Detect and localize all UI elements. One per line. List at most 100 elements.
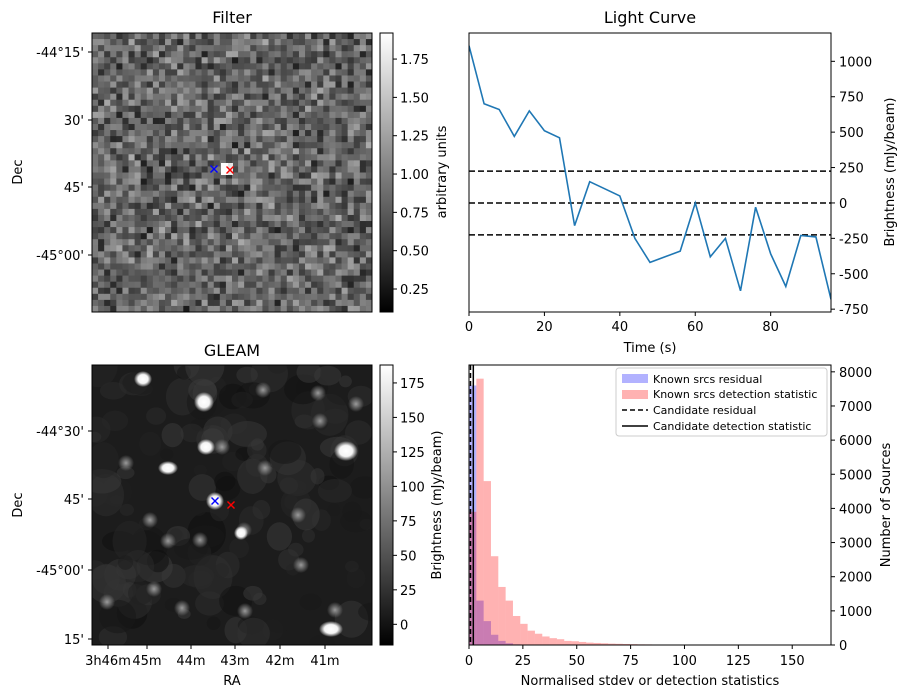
lightcurve-y-tick-label: 0 <box>839 197 847 212</box>
gleam-x-tick-label: 3h46m <box>85 654 131 669</box>
histogram-y-tick-label: 1000 <box>839 605 872 620</box>
histogram-bar-1 <box>542 636 550 645</box>
lightcurve-y-tick-label: -750 <box>839 303 869 318</box>
gleam-colorbar-tick-label: 25 <box>400 584 417 599</box>
gleam-y-tick-label: -44°30' <box>36 425 84 440</box>
gleam-marker-blue <box>211 497 219 505</box>
histogram-y-tick-label: 8000 <box>839 366 872 381</box>
gleam-x-axis: 3h46m 45m 44m 43m 42m 41m <box>85 645 340 669</box>
histogram-bar-1 <box>593 642 601 645</box>
lightcurve-ylabel: Brightness (mJy/beam) <box>883 98 898 247</box>
lightcurve-x-tick-label: 20 <box>536 320 553 335</box>
histogram-x-tick-label: 50 <box>568 654 585 669</box>
histogram-bar-1 <box>483 481 491 645</box>
lightcurve-y-tick-label: 1000 <box>839 55 872 70</box>
filter-title: Filter <box>212 8 252 27</box>
filter-y-axis: -44°15' 30' 45' -45°00' <box>36 46 92 264</box>
filter-frame <box>91 32 373 313</box>
histogram-legend: Known srcs residual Known srcs detection… <box>615 367 828 437</box>
lightcurve-xlabel: Time (s) <box>623 341 677 356</box>
lightcurve-y-tick-label: 500 <box>839 126 864 141</box>
histogram-bar-0 <box>490 634 499 645</box>
histogram-bar-1 <box>505 600 513 645</box>
filter-colorbar-tick-label: 0.50 <box>400 245 429 260</box>
histogram-y-tick-label: 6000 <box>839 434 872 449</box>
gleam-y-tick-label: -45°00' <box>36 564 84 579</box>
gleam-colorbar-tick-label: 0 <box>400 618 408 633</box>
lightcurve-x-tick-label: 60 <box>687 320 704 335</box>
filter-markers <box>210 165 234 174</box>
lightcurve-x-tick-label: 80 <box>762 320 779 335</box>
filter-colorbar-tick-label: 1.50 <box>400 91 429 106</box>
gleam-y-tick-label: 15' <box>64 633 84 648</box>
gleam-panel: GLEAM -44°30' 45' -45°00' 15' 3h46m 45m 44m 43… <box>11 341 445 689</box>
filter-colorbar-tick-label: 1.75 <box>400 53 429 68</box>
histogram-x-tick-label: 150 <box>780 654 805 669</box>
histogram-x-axis: 0 25 50 75 100 125 150 <box>465 645 805 669</box>
gleam-colorbar-tick-label: 50 <box>400 549 417 564</box>
gleam-y-tick-label: 45' <box>64 493 84 508</box>
legend-label-candidate-detection: Candidate detection statistic <box>653 420 811 433</box>
gleam-x-tick-label: 43m <box>220 654 249 669</box>
histogram-bar-0 <box>505 643 513 645</box>
legend-label-detection: Known srcs detection statistic <box>653 388 817 401</box>
histogram-x-tick-label: 0 <box>465 654 473 669</box>
histogram-x-tick-label: 75 <box>622 654 639 669</box>
histogram-y-axis: 0 1000 2000 3000 4000 5000 6000 7000 8000 <box>831 366 872 654</box>
gleam-x-tick-label: 44m <box>176 654 205 669</box>
lightcurve-y-tick-label: 250 <box>839 162 864 177</box>
histogram-bar-1 <box>564 640 572 645</box>
lightcurve-y-tick-label: -500 <box>839 268 869 283</box>
histogram-bar-0 <box>476 600 484 645</box>
histogram-panel: 0 25 50 75 100 125 150 0 1000 2000 3000 4000 5000 60… <box>465 364 894 689</box>
lightcurve-x-tick-label: 40 <box>612 320 629 335</box>
legend-swatch-detection <box>622 390 648 399</box>
histogram-y-tick-label: 3000 <box>839 537 872 552</box>
gleam-x-tick-label: 42m <box>265 654 294 669</box>
gleam-x-tick-label: 41m <box>310 654 339 669</box>
histogram-x-tick-label: 25 <box>515 654 532 669</box>
gleam-source <box>194 392 214 412</box>
gleam-colorbar: 0 25 50 75 100 125 150 175 Brightness (mJy/beam… <box>379 364 445 646</box>
filter-colorbar-label: arbitrary units <box>435 125 450 218</box>
histogram-xlabel: Normalised stdev or detection statistics <box>521 674 780 689</box>
gleam-colorbar-tick-label: 75 <box>400 515 417 530</box>
histogram-bar-1 <box>534 633 543 645</box>
gleam-colorbar-label: Brightness (mJy/beam) <box>430 431 445 580</box>
histogram-ylabel: Number of Sources <box>879 443 894 568</box>
gleam-source <box>158 461 178 475</box>
gleam-colorbar-tick-label: 175 <box>400 377 425 392</box>
histogram-x-tick-label: 100 <box>672 654 697 669</box>
gleam-source <box>334 441 358 461</box>
filter-y-tick-label: 45' <box>64 181 84 196</box>
histogram-bar-1 <box>549 638 557 645</box>
histogram-bar-0 <box>498 640 506 645</box>
histogram-y-tick-label: 7000 <box>839 400 872 415</box>
gleam-frame <box>91 364 373 646</box>
filter-colorbar: 0.25 0.50 0.75 1.00 1.25 1.50 1.75 arbitrary u… <box>379 32 450 313</box>
gleam-colorbar-gradient <box>379 364 394 646</box>
histogram-bar-1 <box>490 556 499 645</box>
histogram-bar-1 <box>527 630 535 645</box>
legend-box <box>615 367 828 437</box>
gleam-markers <box>211 497 235 509</box>
histogram-bar-1 <box>578 641 587 645</box>
gleam-y-axis: -44°30' 45' -45°00' 15' <box>36 425 92 648</box>
gleam-colorbar-tick-label: 100 <box>400 480 425 495</box>
histogram-y-tick-label: 4000 <box>839 502 872 517</box>
histogram-y-tick-label: 2000 <box>839 571 872 586</box>
filter-colorbar-tick-label: 1.25 <box>400 130 429 145</box>
gleam-xlabel: RA <box>223 674 241 689</box>
histogram-bar-1 <box>622 643 631 645</box>
gleam-title: GLEAM <box>204 341 260 360</box>
histogram-bar-1 <box>556 639 565 645</box>
filter-marker-blue <box>210 165 218 173</box>
lightcurve-title: Light Curve <box>604 8 696 27</box>
filter-colorbar-tick-label: 0.25 <box>400 283 429 298</box>
lightcurve-line-0 <box>469 45 831 300</box>
histogram-bar-1 <box>498 586 506 645</box>
gleam-colorbar-tick-label: 150 <box>400 411 425 426</box>
filter-y-tick-label: -45°00' <box>36 249 84 264</box>
gleam-marker-red <box>227 501 235 509</box>
